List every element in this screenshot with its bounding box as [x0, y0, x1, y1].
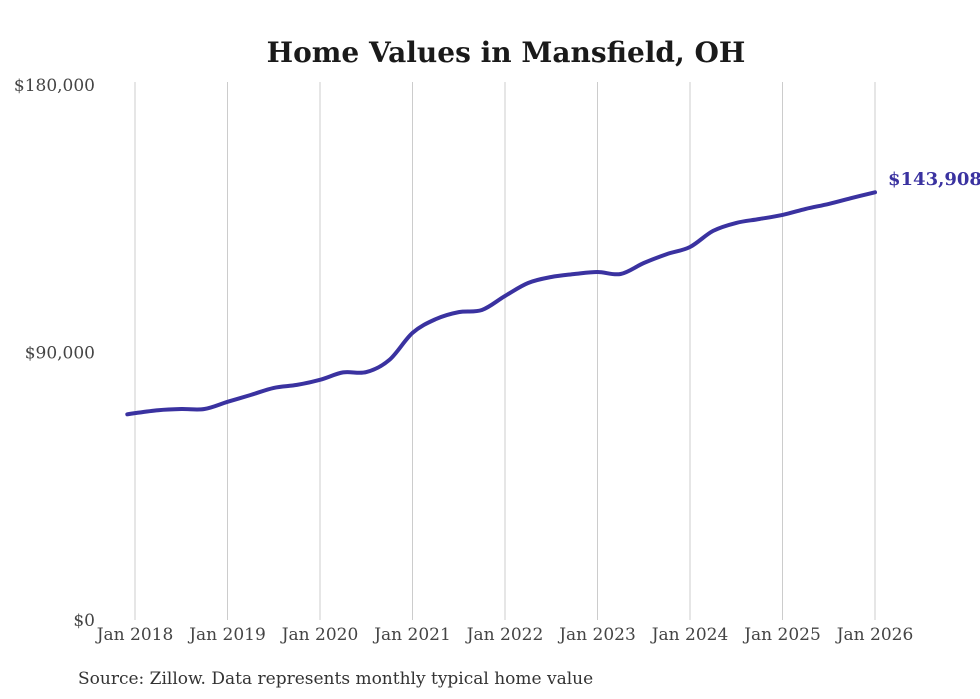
home-value-series-line [125, 190, 877, 417]
source-note: Source: Zillow. Data represents monthly … [78, 669, 593, 689]
x-axis-tick-label: Jan 2026 [835, 625, 914, 645]
x-axis-tick-label: Jan 2018 [95, 625, 174, 645]
gridlines [134, 82, 876, 620]
x-axis-tick-labels: Jan 2018 Jan 2019 Jan 2020 Jan 2021 Jan 2022… [95, 625, 914, 645]
chart-title: Home Values in Mansfield, OH [267, 36, 746, 69]
y-axis-tick-labels: $180,000 $90,000 $0 [14, 76, 95, 631]
y-axis-tick-label: $180,000 [14, 76, 95, 96]
x-axis-tick-label: Jan 2020 [280, 625, 359, 645]
final-value-label: $143,908 [888, 169, 980, 190]
x-axis-tick-label: Jan 2025 [742, 625, 821, 645]
x-axis-tick-label: Jan 2019 [187, 625, 266, 645]
x-axis-tick-label: Jan 2021 [372, 625, 451, 645]
y-axis-tick-label: $0 [73, 611, 95, 631]
y-axis-tick-label: $90,000 [25, 344, 95, 364]
x-axis-tick-label: Jan 2024 [650, 625, 729, 645]
x-axis-tick-label: Jan 2023 [557, 625, 636, 645]
x-axis-tick-label: Jan 2022 [465, 625, 544, 645]
